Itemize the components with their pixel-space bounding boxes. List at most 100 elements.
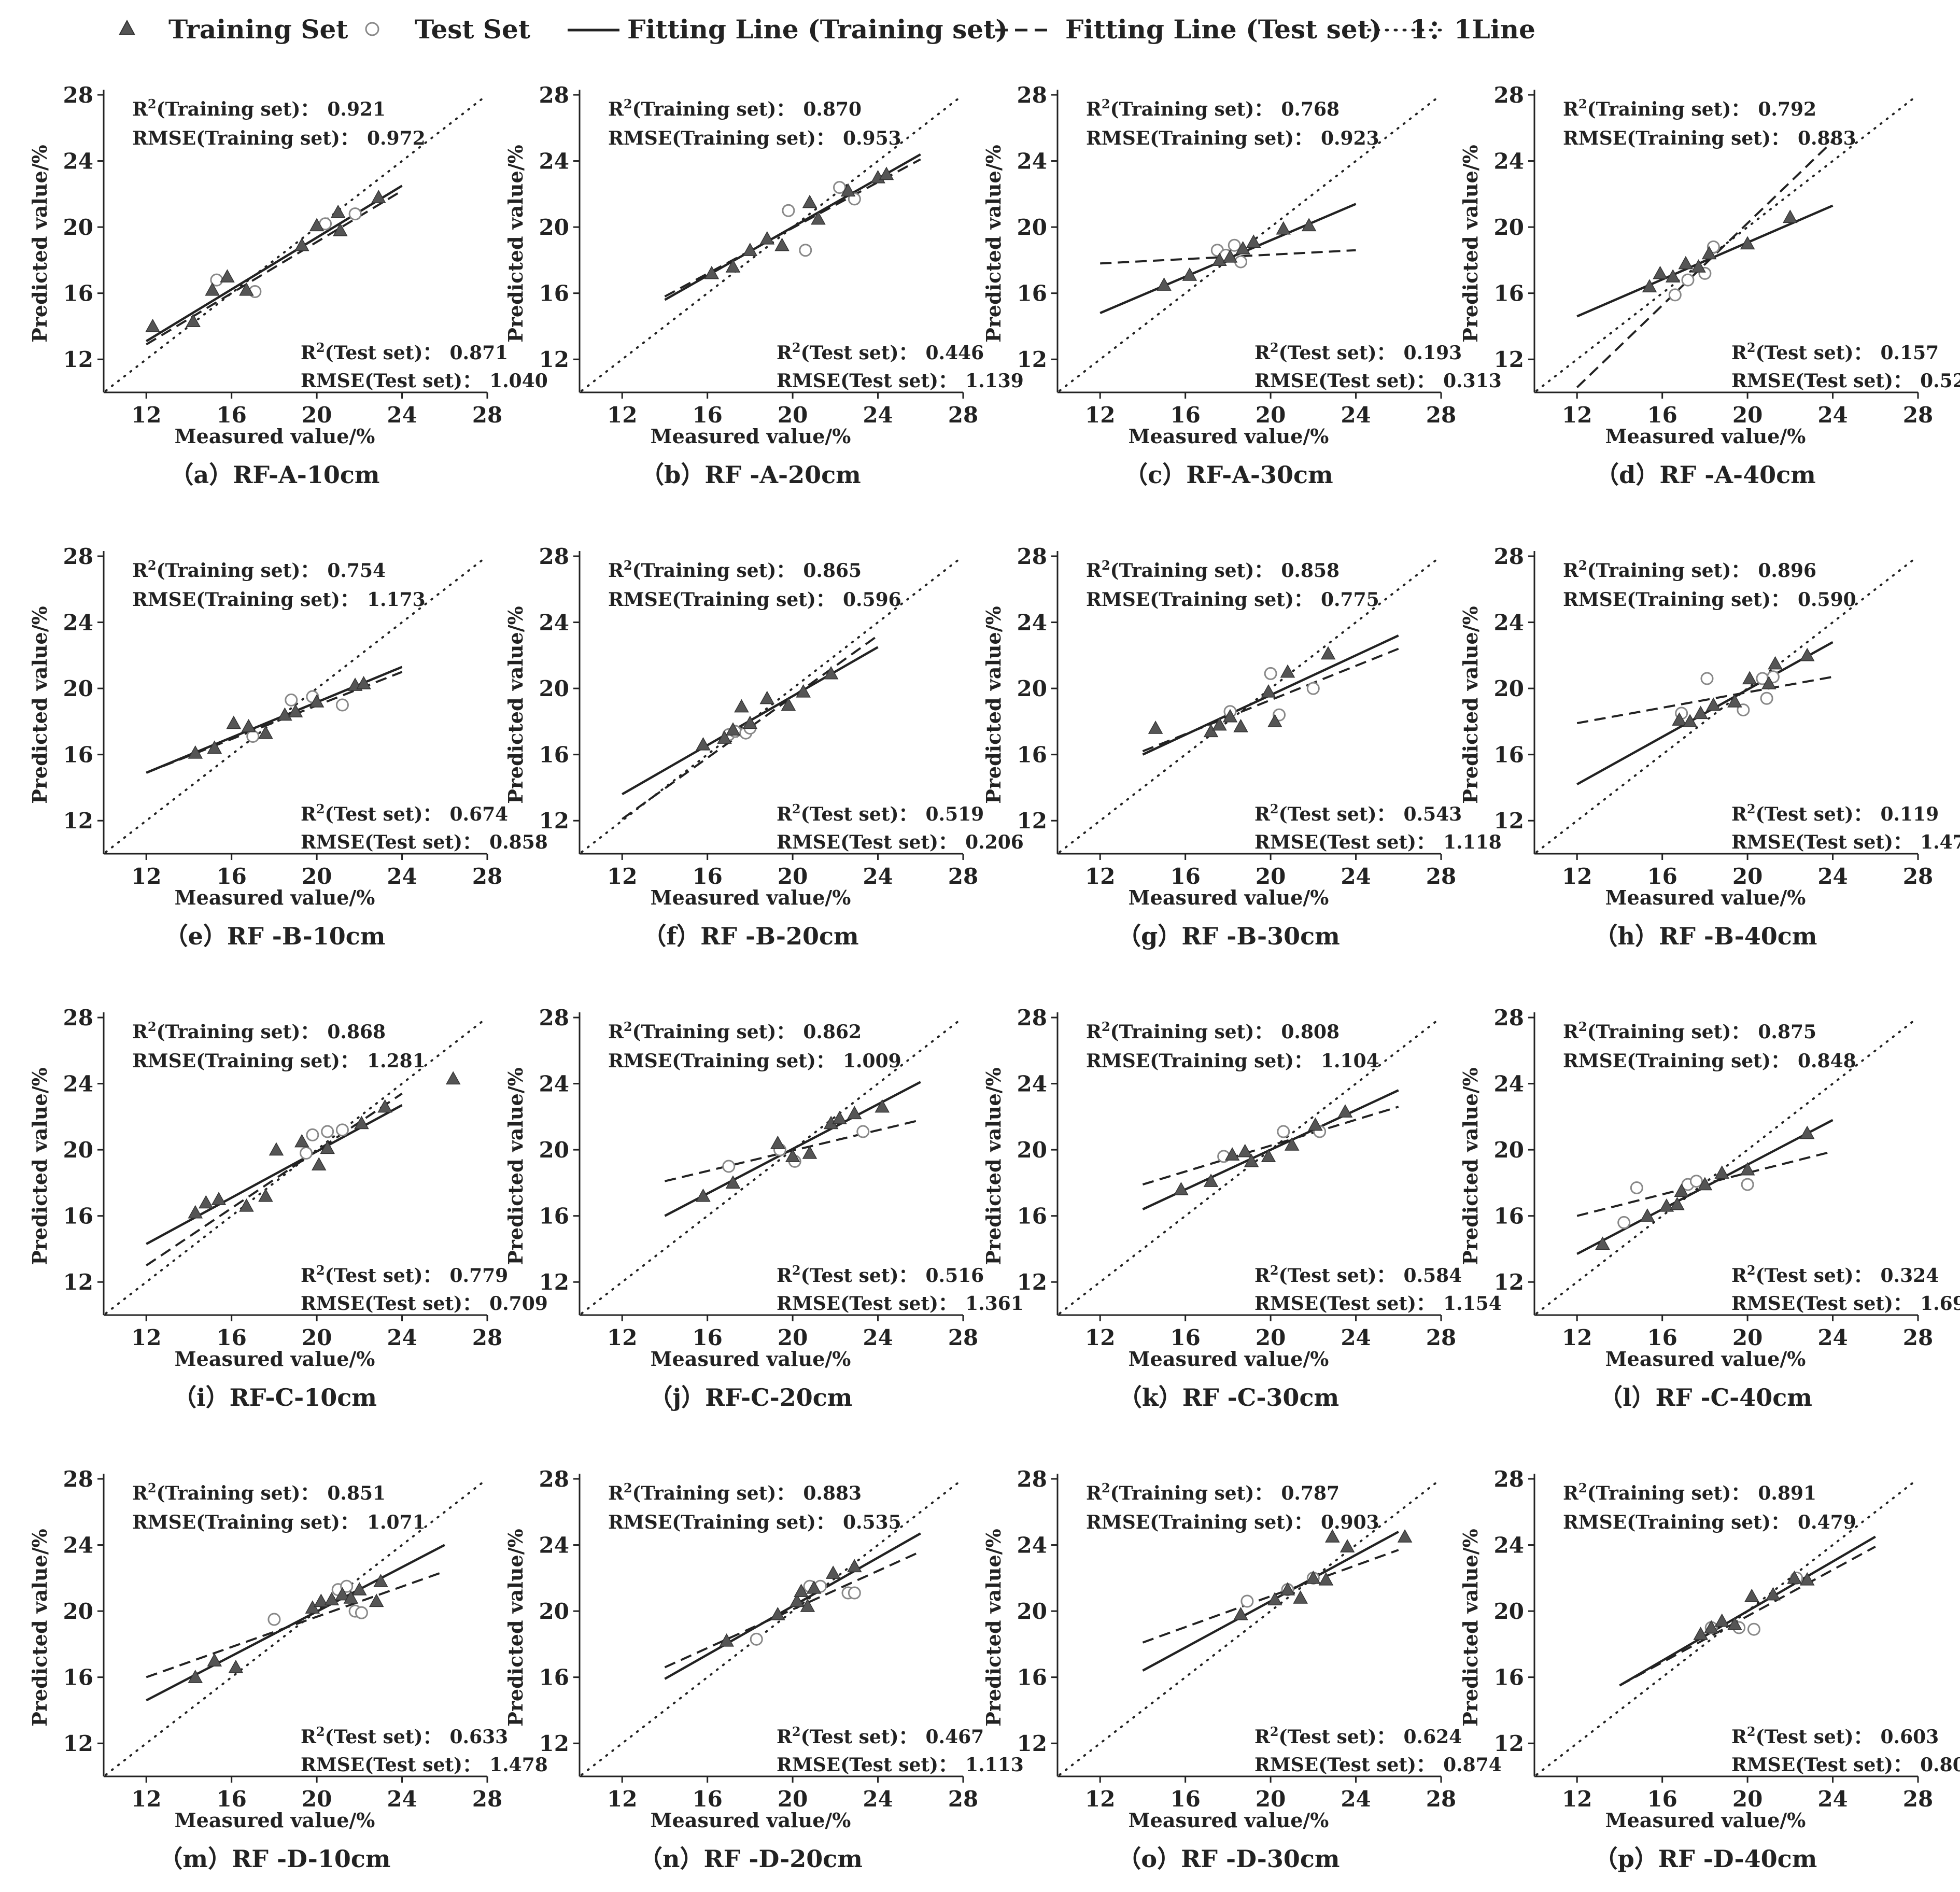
training-point [1237,1143,1253,1157]
test-point [285,693,298,707]
y-tick-label: 20 [1017,215,1047,240]
rmse-test-text: RMSE(Test set)： 0.874 [1254,1754,1502,1776]
panels: 12 16 20 24 28 12 16 20 24 28 Measured value/% Pred… [28,82,1960,1873]
x-tick-label: 12 [607,1325,637,1350]
x-tick-label: 24 [1341,1325,1371,1350]
one-to-one-line [1059,558,1438,853]
x-axis-label: Measured value/% [651,1809,851,1832]
training-point [742,715,758,729]
r2-test-text: R2(Test set)： 0.324 [1731,1263,1939,1287]
y-tick-label: 12 [1017,1731,1047,1756]
test-point [848,1586,861,1600]
training-point [269,1142,284,1156]
test-point [1630,1181,1643,1194]
test-point [1689,1175,1703,1188]
x-tick-label: 28 [472,1786,502,1812]
x-tick-label: 16 [1170,402,1200,428]
rmse-train-text: RMSE(Training set)： 0.953 [608,128,901,149]
fit-line-test [664,1550,921,1669]
training-point [311,1157,327,1170]
panel-caption: （i）RF-C-10cm [173,1383,377,1411]
rmse-train-value: 0.596 [843,589,901,611]
y-tick-label: 16 [63,281,93,306]
training-point [371,190,386,203]
y-tick-label: 28 [1017,1466,1047,1492]
r2-test-text: R2(Test set)： 0.779 [301,1263,508,1287]
panel: 12 16 20 24 28 12 16 20 24 28 Measured value/% Pred… [1459,82,1960,489]
one-to-one-line [1059,1020,1438,1315]
y-tick-label: 16 [1494,1204,1524,1229]
training-point [335,1587,350,1601]
x-tick-label: 28 [1426,1786,1456,1812]
panel-caption: （p）RF -D-40cm [1594,1845,1817,1873]
y-tick-label: 12 [1017,1269,1047,1295]
training-point [211,1192,227,1205]
r2-test-text: R2(Test set)： 0.157 [1731,340,1939,364]
r2-train-value: 0.792 [1758,98,1816,120]
training-point [1714,1165,1730,1179]
panel-caption: （m）RF -D-10cm [159,1845,390,1873]
panel-caption: （o）RF -D-30cm [1117,1845,1339,1873]
x-tick-label: 12 [1562,402,1592,428]
training-point [847,1559,862,1573]
y-tick-label: 20 [63,676,93,701]
legend-test-marker [365,22,379,36]
panel: 12 16 20 24 28 12 16 20 24 28 Measured value/% Pred… [1459,1005,1960,1411]
test-point [306,1128,319,1141]
r2-test-value: 0.516 [926,1265,984,1287]
fit-line-train [1576,204,1834,318]
x-tick-label: 28 [472,402,502,428]
x-tick-label: 16 [1170,1325,1200,1350]
r2-train-value: 0.896 [1758,560,1816,582]
r2-train-value: 0.868 [327,1021,386,1043]
r2-train-text: R2(Training set)： 0.883 [608,1480,862,1504]
training-point [294,237,309,251]
x-tick-label: 24 [1817,1786,1848,1812]
x-tick-label: 16 [692,402,722,428]
panel-caption: （d）RF -A-40cm [1595,461,1816,489]
one-to-one-line [105,1481,484,1776]
y-tick-label: 28 [1494,1466,1524,1492]
x-axis-label: Measured value/% [651,425,851,448]
one-to-one-line [105,1020,484,1315]
legend-test-label: Test Set [415,14,530,45]
y-tick-label: 16 [63,742,93,768]
x-tick-label: 12 [1562,864,1592,889]
y-tick-label: 28 [1017,82,1047,108]
r2-train-text: R2(Training set)： 0.851 [132,1480,386,1504]
one-to-one-line [581,1020,960,1315]
training-point [188,1205,203,1219]
panel: 12 16 20 24 28 12 16 20 24 28 Measured value/% Pred… [28,1005,548,1411]
training-point [823,666,839,680]
rmse-test-value: 1.154 [1443,1293,1502,1315]
x-axis-label: Measured value/% [1129,1347,1329,1371]
training-point [1697,1177,1713,1191]
y-tick-label: 16 [539,742,569,768]
y-tick-label: 12 [539,347,569,372]
training-point [239,282,254,296]
r2-train-text: R2(Training set)： 0.875 [1563,1019,1816,1043]
y-axis-label: Predicted value/% [1459,145,1482,342]
panel: 12 16 20 24 28 12 16 20 24 28 Measured value/% Pred… [1459,1466,1960,1873]
one-to-one-line [105,97,484,392]
training-point [1397,1529,1413,1543]
training-point [1727,694,1742,708]
training-point [725,1175,741,1189]
test-point [1617,1216,1631,1229]
y-tick-label: 20 [539,1137,569,1163]
rmse-test-text: RMSE(Test set)： 1.478 [301,1754,548,1776]
y-tick-label: 12 [539,1269,569,1295]
one-to-one-line [581,1481,960,1776]
y-tick-label: 24 [63,1533,93,1558]
x-tick-label: 12 [1085,402,1115,428]
training-point [796,684,811,698]
r2-test-value: 0.871 [450,342,509,364]
x-tick-label: 16 [1170,864,1200,889]
training-point [1235,241,1250,255]
rmse-test-value: 1.040 [489,370,548,392]
r2-test-text: R2(Test set)： 0.516 [777,1263,984,1287]
training-point [1799,1125,1815,1139]
x-tick-label: 16 [1647,1786,1677,1812]
training-point [188,745,203,759]
training-point [352,1582,367,1596]
